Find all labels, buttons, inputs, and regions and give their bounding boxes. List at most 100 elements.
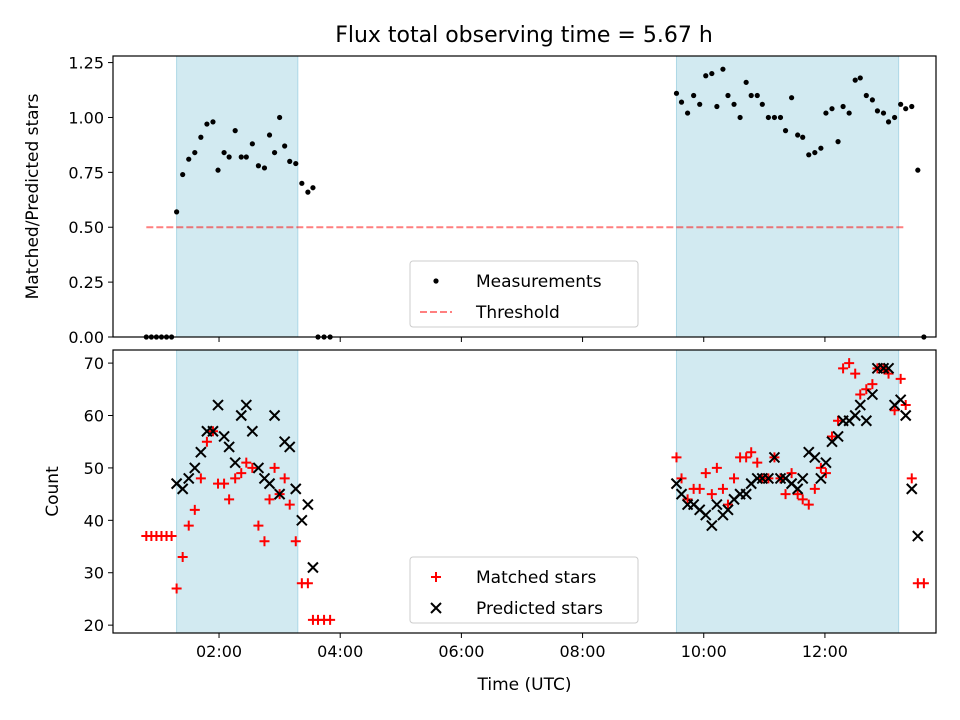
matched-star-point (838, 363, 849, 374)
matched-star-point (918, 578, 929, 589)
matched-star-point (241, 457, 252, 468)
legend-box (409, 556, 639, 624)
measurement-point (691, 92, 697, 99)
measurement-point (812, 149, 818, 156)
measurement-point (243, 154, 249, 160)
predicted-star-point (183, 472, 195, 485)
measurement-point (697, 101, 703, 107)
y-tick-label: 0.25 (68, 273, 104, 292)
predicted-star-point (711, 498, 723, 511)
matched-star-point (284, 499, 295, 510)
y-tick-label: 70 (84, 354, 104, 373)
predicted-star-point (290, 483, 302, 495)
predicted-star-point (189, 462, 201, 474)
predicted-star-point (307, 561, 319, 574)
measurement-point (287, 158, 293, 164)
count-panel: 20 30 40 50 60 70 02:00 04:00 06:00 08:00 10:00 12:… (43, 349, 937, 695)
measurement-point (192, 149, 198, 156)
measurement-point (823, 110, 829, 116)
predicted-star-point (240, 399, 253, 411)
measurement-point (282, 143, 288, 149)
y-tick-label: 40 (84, 511, 104, 530)
matched-star-point (247, 462, 258, 473)
measurement-point (765, 114, 771, 121)
predicted-star-point (899, 409, 912, 422)
predicted-star-point (906, 483, 918, 495)
measurement-point (204, 121, 210, 127)
matched-star-point (177, 552, 188, 563)
measurement-point (759, 101, 765, 107)
y-tick-label: 1.25 (68, 54, 104, 73)
matched-star-point (717, 483, 728, 494)
matched-star-point (820, 468, 831, 479)
matched-star-point (780, 489, 791, 500)
measurement-point (829, 106, 835, 112)
measurement-point (788, 95, 795, 101)
y-tick-label: 60 (84, 407, 104, 426)
measurement-point (725, 92, 731, 99)
measurement-point (180, 171, 186, 178)
measurement-point (221, 149, 227, 156)
measurement-point (782, 128, 789, 134)
predicted-star-point (700, 509, 712, 521)
measurement-point (754, 92, 760, 99)
predicted-star-point (252, 462, 265, 474)
matched-star-point (906, 473, 917, 484)
measurement-point (909, 103, 915, 110)
matched-star-point (264, 494, 275, 505)
predicted-star-point (212, 399, 224, 411)
matched-star-point (706, 489, 717, 500)
matched-star-point (803, 499, 814, 510)
measurement-point (709, 70, 715, 77)
measurement-point (684, 110, 691, 116)
predicted-star-point (223, 441, 235, 453)
predicted-star-point (820, 456, 832, 469)
legend-label: Matched stars (476, 568, 596, 588)
predicted-star-point (263, 477, 276, 490)
measurement-point (869, 97, 875, 103)
predicted-star-point (218, 430, 230, 443)
measurement-point (703, 73, 709, 79)
y-axis-label: Matched/Predicted stars (23, 93, 43, 299)
matched-star-point (671, 452, 682, 463)
predicted-star-point (809, 451, 821, 464)
matched-star-point (325, 614, 336, 625)
predicted-star-point (722, 504, 734, 516)
predicted-star-point (246, 425, 259, 437)
matched-star-point (700, 468, 711, 479)
matched-star-point (826, 431, 837, 442)
matched-star-point (711, 462, 722, 473)
predicted-star-point (207, 425, 219, 437)
measurement-point (261, 165, 268, 171)
matched-star-point (201, 436, 212, 447)
measurement-point (840, 103, 846, 110)
predicted-star-point (866, 388, 879, 401)
predicted-star-point (284, 441, 296, 453)
matched-star-point (279, 473, 290, 484)
predicted-star-point (235, 409, 247, 422)
axes-frame (112, 349, 937, 634)
matched-star-point (729, 473, 740, 484)
measurement-point (915, 167, 921, 173)
measurement-point (720, 66, 726, 72)
measurement-point (186, 156, 192, 162)
measurement-point (310, 185, 316, 191)
measurement-point (857, 75, 863, 81)
measurement-point (678, 99, 685, 105)
measurement-point (777, 114, 784, 121)
measurement-point (800, 134, 806, 140)
matched-star-point (259, 536, 270, 547)
measurement-point (846, 110, 852, 116)
measurement-point (226, 154, 232, 160)
predicted-star-point (751, 472, 763, 485)
measurement-point (299, 180, 305, 186)
measurement-point (271, 149, 278, 156)
measurement-point (731, 101, 737, 107)
y-tick-label: 0.50 (68, 218, 104, 237)
matched-star-point (230, 473, 241, 484)
measurement-point (806, 152, 812, 158)
matched-star-point (889, 405, 900, 416)
legend-marker-predicted (430, 602, 442, 614)
measurement-point (818, 145, 824, 151)
predicted-star-point (832, 430, 844, 443)
